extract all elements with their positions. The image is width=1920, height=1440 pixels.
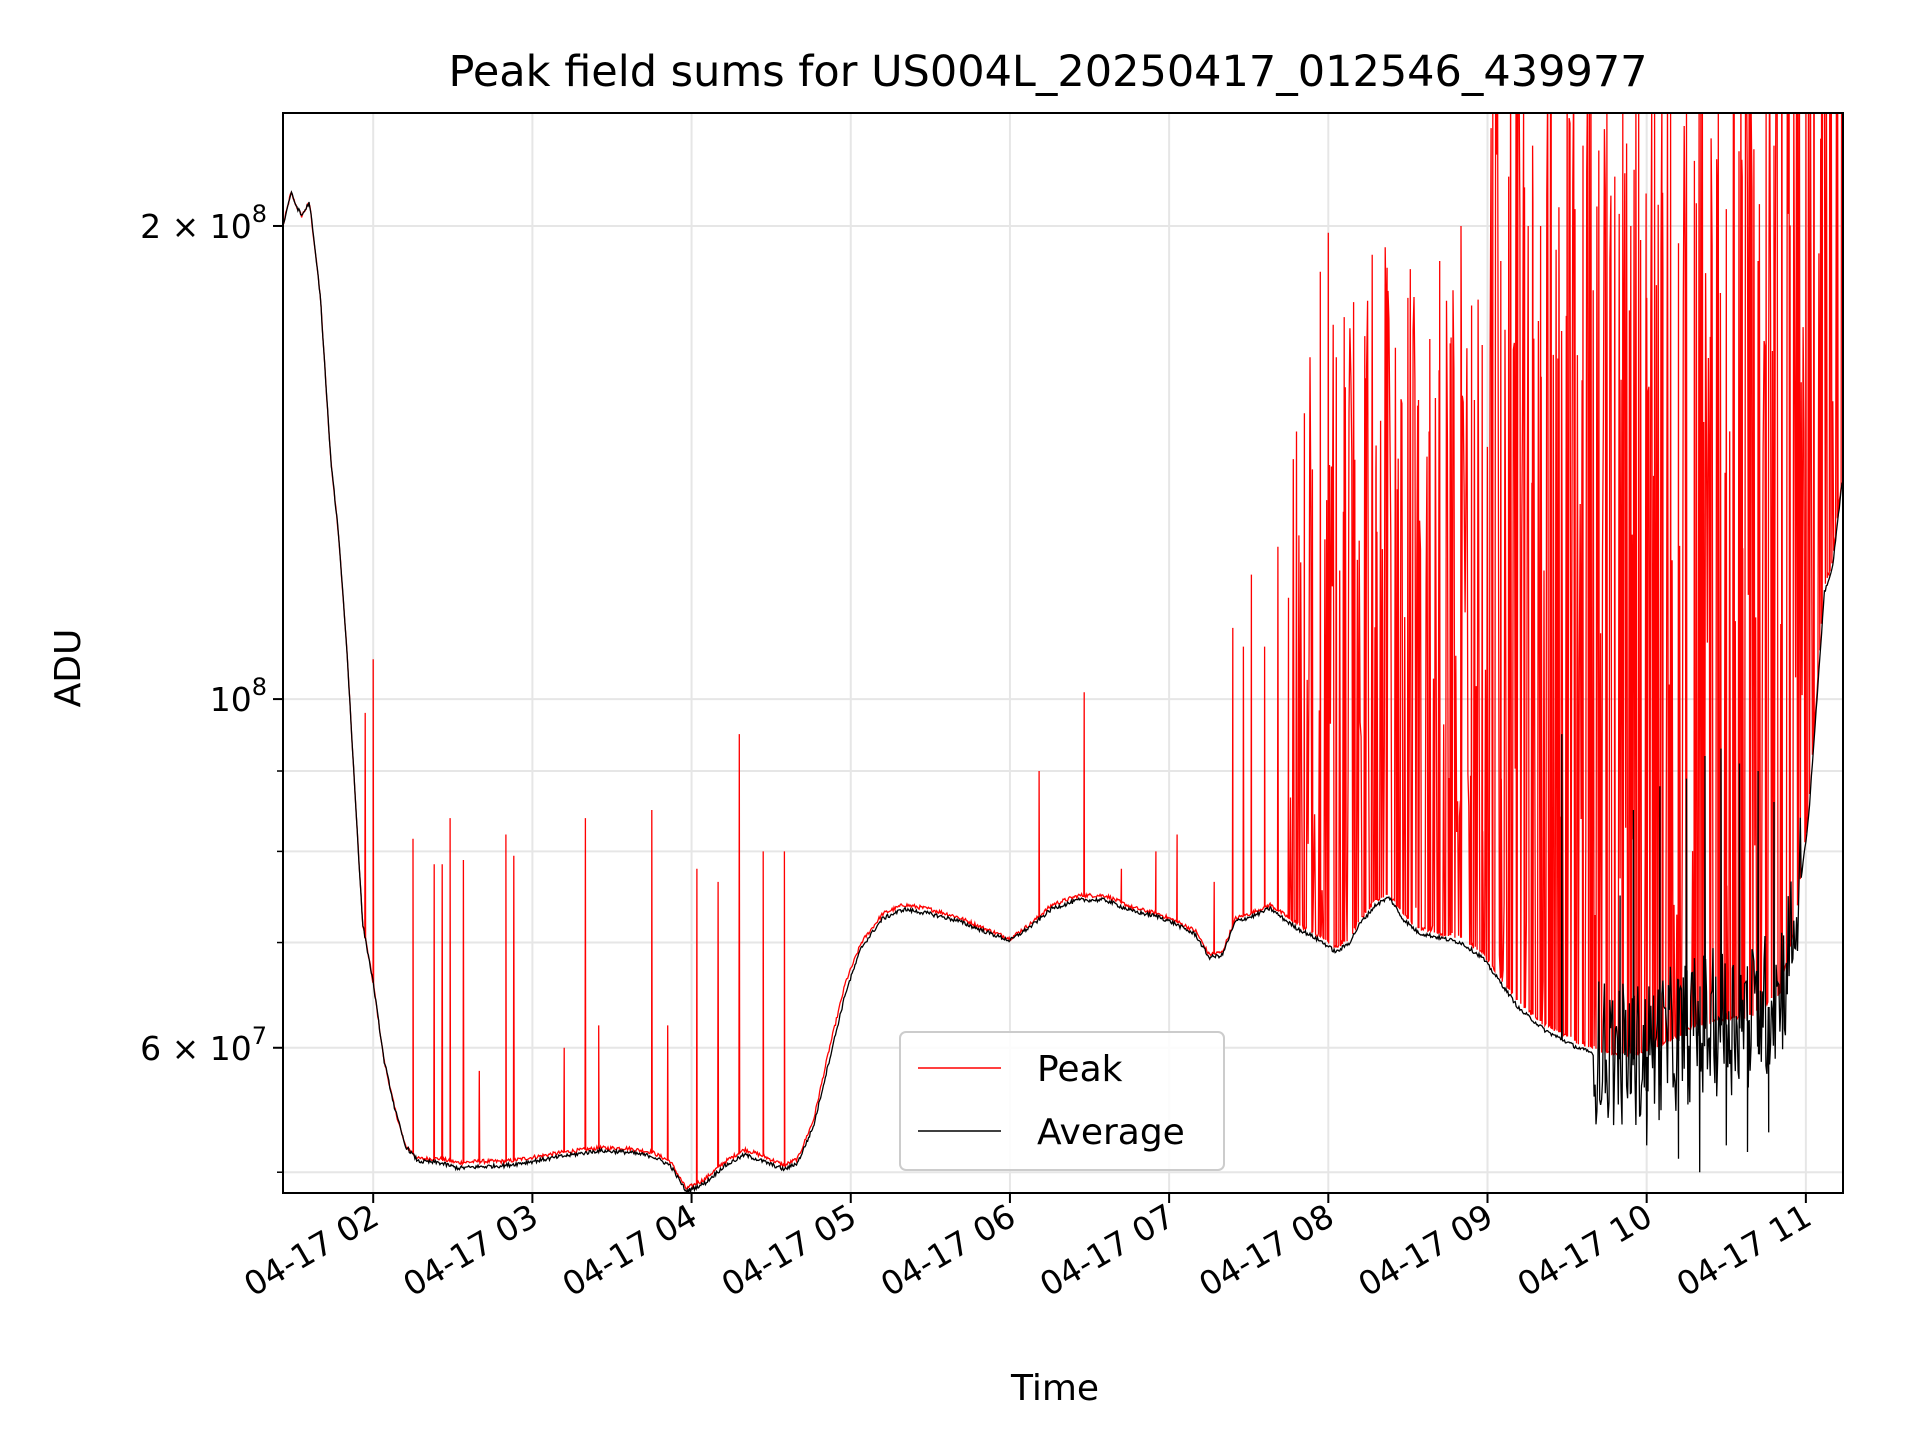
chart-title: Peak field sums for US004L_20250417_0125…	[448, 47, 1647, 97]
x-tick-label: 04-17 06	[874, 1196, 1022, 1304]
y-tick-exponent: 7	[252, 1022, 267, 1050]
x-axis-label: Time	[1010, 1368, 1099, 1409]
legend: Peak Average	[899, 1031, 1225, 1171]
x-tick-label: 04-17 09	[1351, 1196, 1499, 1304]
plot-frame	[282, 112, 1844, 1194]
series-layer	[283, 113, 1843, 1193]
x-tick-label: 04-17 08	[1192, 1196, 1340, 1304]
series-peak-line	[283, 113, 1843, 1190]
x-tick-label: 04-17 11	[1670, 1196, 1818, 1304]
legend-label-average: Average	[1037, 1112, 1185, 1153]
x-tick-label: 04-17 07	[1033, 1196, 1181, 1304]
x-tick-label: 04-17 10	[1511, 1196, 1659, 1304]
y-tick-base: 2 × 10	[140, 207, 252, 246]
x-tick-label: 04-17 04	[556, 1196, 704, 1304]
x-tick-label: 04-17 03	[396, 1196, 544, 1304]
y-tick-label: 2 × 108	[140, 200, 267, 246]
series-average-line	[283, 190, 1843, 1193]
y-tick-exponent: 8	[252, 200, 267, 228]
legend-box	[899, 1031, 1225, 1171]
y-tick-label: 108	[210, 673, 267, 719]
y-axis-label: ADU	[48, 629, 89, 708]
y-tick-base: 6 × 10	[140, 1029, 252, 1068]
y-tick-base: 10	[210, 680, 252, 719]
x-tick-label: 04-17 02	[237, 1196, 385, 1304]
legend-label-peak: Peak	[1037, 1049, 1123, 1090]
y-tick-label: 6 × 107	[140, 1022, 267, 1068]
y-tick-exponent: 8	[252, 673, 267, 701]
x-tick-label: 04-17 05	[715, 1196, 863, 1304]
